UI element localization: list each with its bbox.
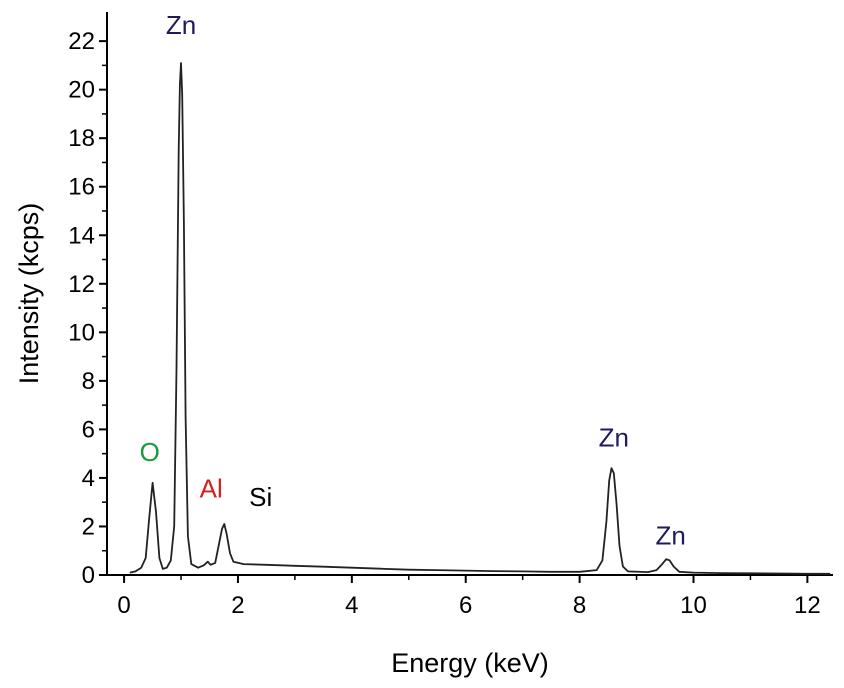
peak-label-si: Si xyxy=(249,482,272,512)
y-tick-label: 14 xyxy=(68,222,95,249)
x-axis-title: Energy (keV) xyxy=(391,648,549,678)
y-tick-label: 16 xyxy=(68,174,95,201)
x-tick-label: 0 xyxy=(117,592,130,619)
y-tick-label: 2 xyxy=(82,513,95,540)
peak-label-zn: Zn xyxy=(599,422,629,452)
peak-label-zn: Zn xyxy=(656,521,686,551)
y-tick-label: 20 xyxy=(68,77,95,104)
x-tick-label: 6 xyxy=(459,592,472,619)
x-tick-label: 2 xyxy=(231,592,244,619)
peak-label-o: O xyxy=(140,437,160,467)
y-tick-label: 4 xyxy=(82,465,95,492)
y-tick-label: 10 xyxy=(68,319,95,346)
y-axis-title: Intensity (kcps) xyxy=(14,203,44,385)
y-tick-label: 22 xyxy=(68,28,95,55)
y-tick-label: 8 xyxy=(82,368,95,395)
y-tick-label: 0 xyxy=(82,562,95,589)
x-axis-ticks: 0 2 4 6 8 10 12 xyxy=(117,575,821,619)
x-tick-label: 12 xyxy=(794,592,821,619)
y-axis-ticks: 0 2 4 6 8 10 12 14 16 18 20 22 xyxy=(68,28,107,589)
y-tick-label: 6 xyxy=(82,416,95,443)
x-tick-label: 8 xyxy=(573,592,586,619)
y-tick-label: 12 xyxy=(68,271,95,298)
axes xyxy=(106,12,833,576)
y-tick-label: 18 xyxy=(68,125,95,152)
x-tick-label: 4 xyxy=(345,592,358,619)
spectrum-line xyxy=(129,62,831,575)
peak-label-al: Al xyxy=(200,473,223,503)
peak-annotations: Zn O Al Si Zn Zn xyxy=(140,10,686,551)
peak-label-zn: Zn xyxy=(166,10,196,40)
x-tick-label: 10 xyxy=(680,592,707,619)
